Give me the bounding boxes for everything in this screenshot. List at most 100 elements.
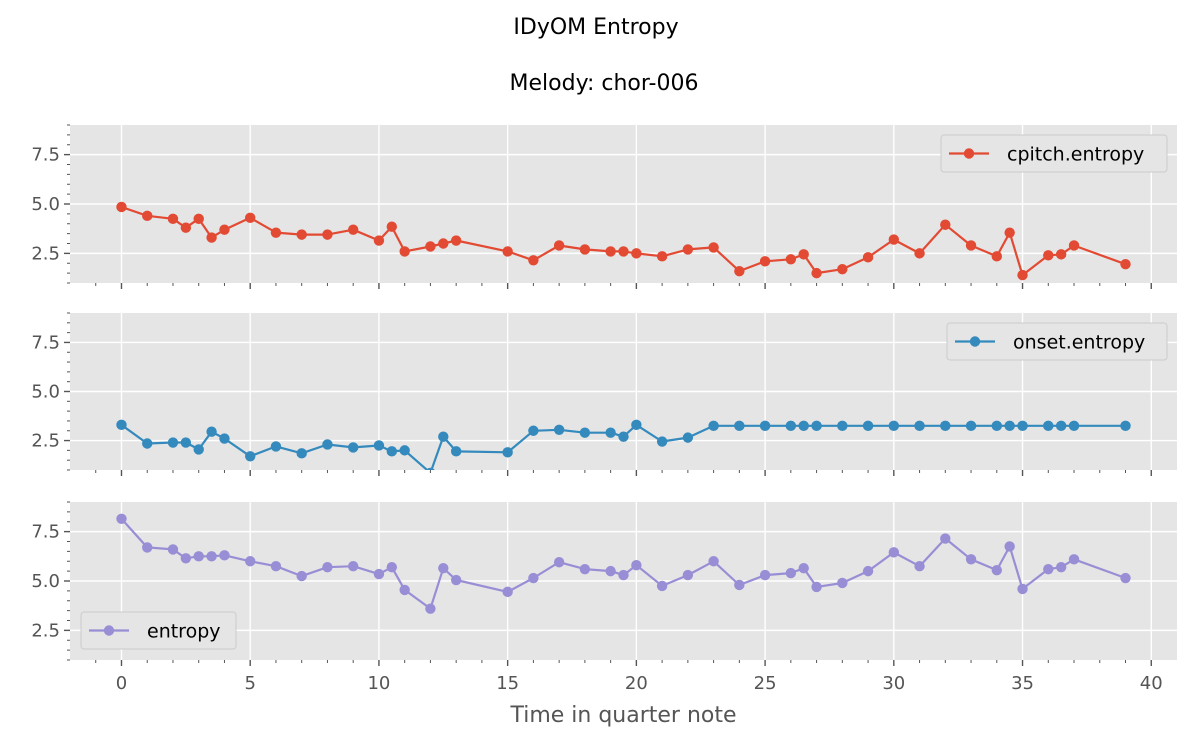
data-point bbox=[708, 556, 719, 567]
data-point bbox=[438, 431, 449, 442]
data-point bbox=[1120, 420, 1131, 432]
data-point bbox=[631, 419, 642, 431]
figure-suptitle: IDyOM Entropy bbox=[513, 15, 678, 40]
series-onset.entropy bbox=[116, 419, 1131, 470]
data-point bbox=[426, 467, 435, 470]
y-tick-label: 2.5 bbox=[31, 620, 60, 641]
x-tick-label: 30 bbox=[882, 673, 905, 694]
y-tick-label: 5.0 bbox=[31, 194, 60, 215]
data-point bbox=[180, 553, 192, 564]
data-point bbox=[386, 446, 398, 457]
subplot-3: 2.5 5.0 7.5 0 5 10 15 20 25 30 35 40 Time in quarter… bbox=[31, 501, 1177, 728]
data-point bbox=[206, 232, 217, 243]
data-point bbox=[682, 569, 694, 581]
data-point bbox=[656, 580, 668, 592]
data-point bbox=[682, 432, 694, 443]
data-point bbox=[682, 244, 694, 255]
subplot-2: 2.5 5.0 7.5 onset.entropy bbox=[31, 312, 1177, 476]
data-point bbox=[270, 441, 282, 452]
data-point bbox=[142, 438, 153, 449]
legend-box bbox=[940, 134, 1168, 173]
data-point bbox=[1055, 249, 1067, 260]
data-point bbox=[759, 420, 771, 432]
legend: onset.entropy bbox=[946, 322, 1168, 361]
data-point bbox=[296, 229, 307, 240]
data-point bbox=[914, 560, 925, 572]
series-cpitch.entropy bbox=[116, 201, 1131, 281]
data-point bbox=[1068, 554, 1080, 565]
data-point bbox=[167, 544, 179, 555]
data-point bbox=[373, 235, 385, 246]
x-axis-label: Time in quarter note bbox=[509, 703, 736, 728]
y-tick-label: 5.0 bbox=[31, 571, 60, 592]
data-point bbox=[219, 550, 230, 561]
series-entropy bbox=[116, 513, 1131, 614]
x-tick-label: 40 bbox=[1140, 673, 1163, 694]
data-point bbox=[837, 420, 848, 432]
data-point bbox=[502, 447, 513, 458]
x-tick-label: 25 bbox=[754, 673, 777, 694]
data-point bbox=[399, 584, 410, 596]
data-point bbox=[425, 241, 436, 252]
data-point bbox=[502, 246, 513, 257]
data-point bbox=[1120, 259, 1131, 270]
data-point bbox=[553, 424, 565, 435]
data-point bbox=[785, 254, 797, 265]
data-point bbox=[940, 219, 951, 230]
data-point bbox=[167, 213, 179, 225]
data-point bbox=[734, 265, 745, 277]
data-point bbox=[811, 581, 822, 593]
y-tick-label: 7.5 bbox=[31, 145, 60, 166]
data-point bbox=[1004, 227, 1015, 238]
data-point bbox=[811, 267, 822, 279]
data-point bbox=[579, 427, 591, 438]
data-point bbox=[785, 420, 797, 432]
y-tick-label: 7.5 bbox=[31, 332, 60, 353]
legend-label: onset.entropy bbox=[1013, 332, 1145, 354]
data-point bbox=[631, 560, 642, 571]
legend-box bbox=[80, 611, 237, 650]
data-point bbox=[579, 244, 591, 255]
legend-marker bbox=[103, 625, 115, 636]
y-tick-label: 2.5 bbox=[31, 243, 60, 264]
series-line bbox=[120, 423, 1126, 470]
data-point bbox=[798, 562, 809, 574]
data-point bbox=[180, 437, 192, 448]
data-point bbox=[142, 210, 153, 222]
data-point bbox=[193, 444, 204, 455]
data-point bbox=[1055, 561, 1067, 573]
data-point bbox=[940, 420, 951, 432]
data-point bbox=[605, 246, 616, 257]
data-point bbox=[656, 436, 668, 447]
data-point bbox=[914, 248, 925, 259]
legend-label: cpitch.entropy bbox=[1007, 144, 1144, 166]
data-point bbox=[386, 561, 398, 573]
data-point bbox=[888, 234, 900, 245]
data-point bbox=[322, 561, 333, 573]
data-point bbox=[206, 551, 217, 562]
data-point bbox=[347, 224, 359, 235]
data-point bbox=[206, 426, 217, 437]
data-point bbox=[399, 246, 410, 257]
data-point bbox=[991, 564, 1002, 576]
data-point bbox=[373, 440, 385, 451]
data-point bbox=[450, 446, 462, 457]
data-point bbox=[270, 560, 282, 572]
data-point bbox=[579, 563, 591, 575]
data-point bbox=[386, 221, 398, 232]
data-point bbox=[553, 557, 565, 568]
x-tick-label: 35 bbox=[1011, 673, 1034, 694]
data-point bbox=[296, 448, 307, 459]
data-point bbox=[1043, 563, 1054, 575]
data-point bbox=[322, 229, 333, 240]
legend-marker bbox=[969, 336, 981, 347]
data-point bbox=[245, 556, 256, 567]
subplot-1: 2.5 5.0 7.5 cpitch.entropy bbox=[31, 124, 1177, 289]
series-line bbox=[120, 518, 1126, 610]
data-point bbox=[965, 420, 977, 432]
y-tick-label: 2.5 bbox=[31, 431, 60, 452]
data-point bbox=[1120, 572, 1131, 584]
data-point bbox=[862, 252, 874, 263]
